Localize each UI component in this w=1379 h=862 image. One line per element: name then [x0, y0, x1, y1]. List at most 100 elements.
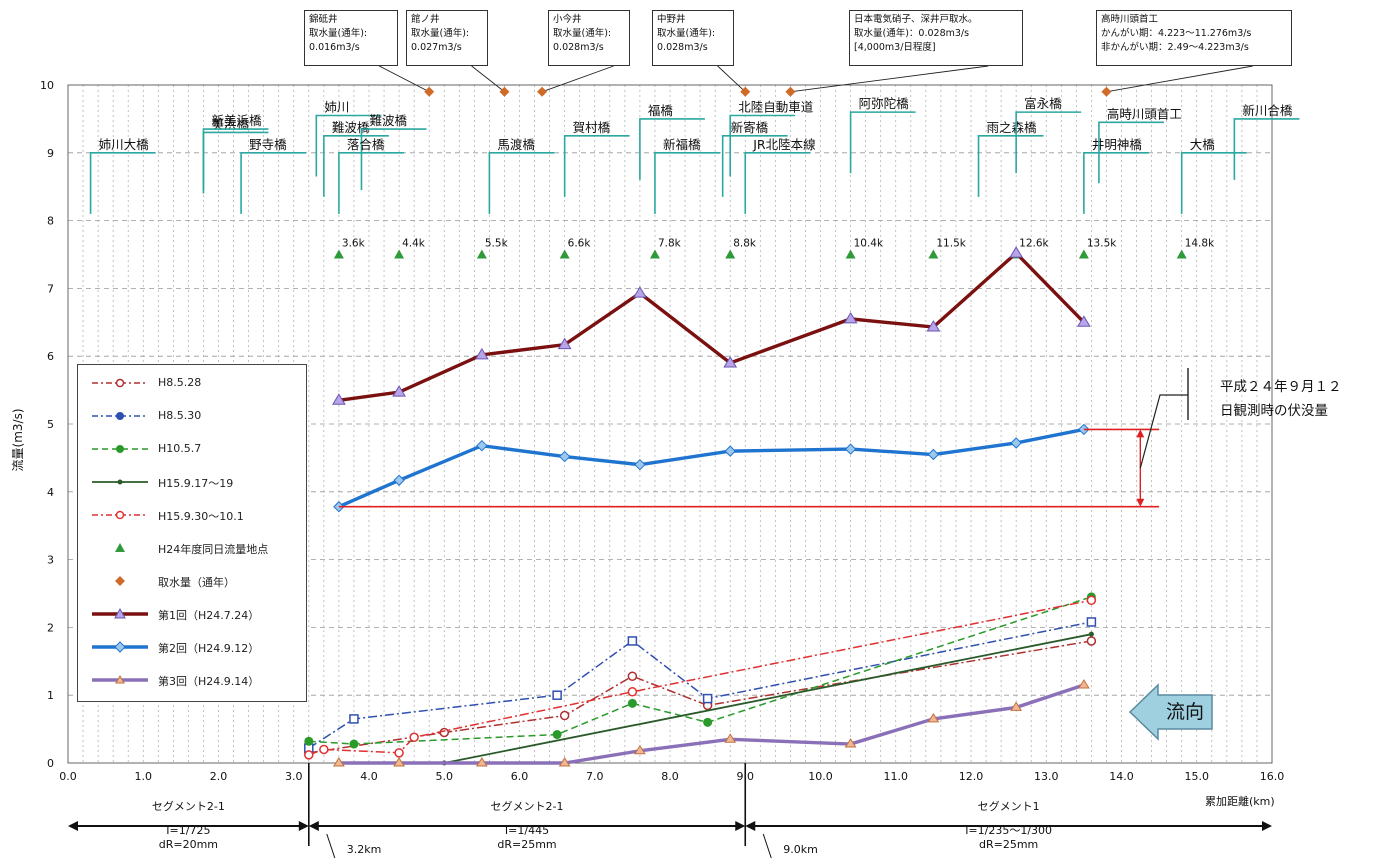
- legend-swatch: [115, 576, 125, 586]
- boundary-leader: [326, 833, 336, 859]
- loss-annotation-line1: 平成２４年９月１２: [1220, 379, 1342, 395]
- callout-line: 非かんがい期：2.49～4.223m3/s: [1101, 42, 1249, 53]
- segment-label-line: セグメント2-1: [490, 800, 564, 813]
- series-point: [332, 757, 345, 767]
- intake-callout: 小今井 取水量(通年): 0.028m3/s: [548, 10, 630, 66]
- measurement-point-marker: [649, 249, 660, 259]
- series-point: [634, 458, 646, 471]
- legend-swatch-marker: [115, 576, 125, 586]
- intake-callout: 中野井 取水量(通年): 0.028m3/s: [652, 10, 734, 66]
- y-tick-label: 3: [47, 554, 54, 567]
- legend-swatch-marker: [116, 412, 124, 420]
- series-point: [1088, 631, 1094, 637]
- series-line: [338, 427, 1085, 509]
- measurement-point-marker: [845, 249, 856, 259]
- legend-label: H15.9.17～19: [158, 477, 234, 490]
- y-tick-label: 9: [47, 147, 54, 160]
- x-tick-label: 4.0: [360, 770, 378, 783]
- series-point: [627, 636, 638, 646]
- intake-callout: 高時川頭首工 かんがい期：4.223～11.276m3/s 非かんがい期：2.49～…: [1096, 10, 1292, 66]
- series-point: [349, 739, 359, 749]
- bridge-marker: [89, 152, 156, 214]
- segment-label-line: I=1/725: [166, 824, 211, 837]
- callout-line: 館ノ井: [411, 14, 440, 25]
- legend-swatch: [115, 543, 125, 552]
- measurement-point-label: 7.8k: [658, 238, 682, 250]
- legend-item: H8.5.30: [78, 404, 306, 428]
- callout-leaders: [378, 65, 1253, 97]
- intake-callout: 日本電気硝子、深井戸取水。 取水量(通年)：0.028m3/s [4,000m3/日…: [849, 10, 1023, 66]
- legend-swatch-marker: [115, 543, 125, 552]
- left-arrow-icon: [1128, 683, 1213, 741]
- bridge-label: 新川合橋: [1242, 103, 1293, 118]
- bridge-marker: [729, 114, 796, 177]
- callout-line: 取水量(通年):: [411, 28, 470, 39]
- measurement-point-marker: [476, 249, 487, 259]
- series-point: [559, 710, 570, 721]
- measurement-point-marker: [1176, 249, 1187, 259]
- y-axis-label: 流量(m3/s): [11, 409, 25, 472]
- legend-label: H8.5.28: [158, 376, 202, 389]
- y-tick-label: 0: [47, 757, 54, 770]
- legend-swatch: [92, 510, 148, 520]
- segment-arrow-head: [308, 821, 319, 831]
- series-line: [338, 250, 1086, 402]
- series-line: [308, 596, 1092, 745]
- bridge-label: JR北陸本線: [752, 137, 816, 152]
- bridge-marker: [1180, 152, 1247, 214]
- callout-line: 高時川頭首工: [1101, 14, 1159, 25]
- x-tick-label: 13.0: [1034, 770, 1059, 783]
- series-point: [349, 714, 359, 724]
- intake-marker: [537, 86, 548, 97]
- callout-leader: [790, 65, 989, 93]
- bridge-label: 大橋: [1190, 137, 1216, 152]
- segment-arrow-head: [298, 821, 309, 831]
- callout-line: 0.028m3/s: [553, 42, 604, 53]
- legend-item: H10.5.7: [78, 437, 306, 461]
- legend-label: H24年度同日流量地点: [158, 543, 269, 556]
- boundary-leader: [762, 833, 772, 859]
- bridge-marker: [315, 114, 382, 177]
- x-tick-label: 0.0: [59, 770, 77, 783]
- measurement-point-label: 13.5k: [1087, 238, 1117, 250]
- series-point: [724, 445, 736, 457]
- bridge-label: 姉川大橋: [99, 137, 150, 152]
- x-tick-label: 11.0: [884, 770, 909, 783]
- bridge-label: 賀村橋: [573, 120, 611, 135]
- bridge-label: 北陸自動車道: [738, 100, 814, 115]
- series-point: [476, 439, 488, 452]
- legend-item: H24年度同日流量地点: [78, 536, 306, 560]
- y-tick-label: 2: [47, 621, 54, 634]
- legend-swatch: [92, 445, 148, 453]
- measurement-point-marker: [333, 249, 344, 259]
- intake-marker: [785, 86, 796, 97]
- legend-item: H15.9.17～19: [78, 470, 306, 494]
- legend-item: H15.9.30～10.1: [78, 503, 306, 527]
- bridge-marker: [977, 135, 1044, 197]
- bridge-marker: [563, 135, 630, 197]
- bridge-label: 新福橋: [663, 137, 701, 152]
- bridge-marker: [240, 152, 307, 214]
- series-5: [332, 246, 1091, 405]
- series-point: [627, 687, 638, 697]
- segment-label-line: dR=25mm: [978, 838, 1039, 851]
- legend-item: 取水量（通年）: [78, 569, 306, 593]
- y-tick-label: 4: [47, 486, 54, 499]
- bridge-label: 福橋: [648, 103, 674, 118]
- x-tick-label: 7.0: [586, 770, 604, 783]
- series-point: [844, 738, 857, 748]
- bridge-label: 姉川: [324, 100, 349, 115]
- series-4: [304, 595, 1097, 760]
- callout-line: 取水量(通年)：0.028m3/s: [854, 28, 970, 39]
- bridge-label: 野寺橋: [249, 137, 287, 152]
- x-tick-label: 8.0: [661, 770, 679, 783]
- series-point: [558, 757, 571, 767]
- bridge-marker: [654, 152, 720, 214]
- x-tick-label: 10.0: [808, 770, 833, 783]
- series-point: [843, 311, 858, 324]
- bridge-marker: [360, 128, 427, 191]
- series-7: [332, 679, 1090, 767]
- flow-direction-label: 流向: [1166, 701, 1205, 723]
- loss-arrow-head: [1136, 429, 1145, 438]
- callout-line: 取水量(通年):: [657, 28, 716, 39]
